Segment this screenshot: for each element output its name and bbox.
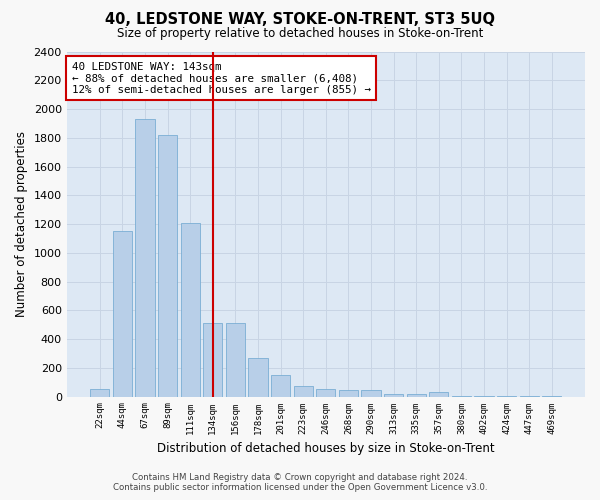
Bar — [316, 390, 335, 396]
X-axis label: Distribution of detached houses by size in Stoke-on-Trent: Distribution of detached houses by size … — [157, 442, 494, 455]
Bar — [361, 390, 380, 396]
Text: Size of property relative to detached houses in Stoke-on-Trent: Size of property relative to detached ho… — [117, 28, 483, 40]
Text: 40 LEDSTONE WAY: 143sqm
← 88% of detached houses are smaller (6,408)
12% of semi: 40 LEDSTONE WAY: 143sqm ← 88% of detache… — [72, 62, 371, 95]
Bar — [339, 390, 358, 396]
Bar — [293, 386, 313, 396]
Bar — [181, 222, 200, 396]
Bar — [429, 392, 448, 396]
Bar — [271, 375, 290, 396]
Text: 40, LEDSTONE WAY, STOKE-ON-TRENT, ST3 5UQ: 40, LEDSTONE WAY, STOKE-ON-TRENT, ST3 5U… — [105, 12, 495, 28]
Bar — [90, 388, 109, 396]
Bar — [136, 119, 155, 396]
Bar — [203, 323, 223, 396]
Bar — [384, 394, 403, 396]
Bar — [158, 135, 177, 396]
Y-axis label: Number of detached properties: Number of detached properties — [15, 131, 28, 317]
Text: Contains HM Land Registry data © Crown copyright and database right 2024.
Contai: Contains HM Land Registry data © Crown c… — [113, 473, 487, 492]
Bar — [407, 394, 426, 396]
Bar — [113, 231, 132, 396]
Bar — [226, 323, 245, 396]
Bar — [248, 358, 268, 397]
